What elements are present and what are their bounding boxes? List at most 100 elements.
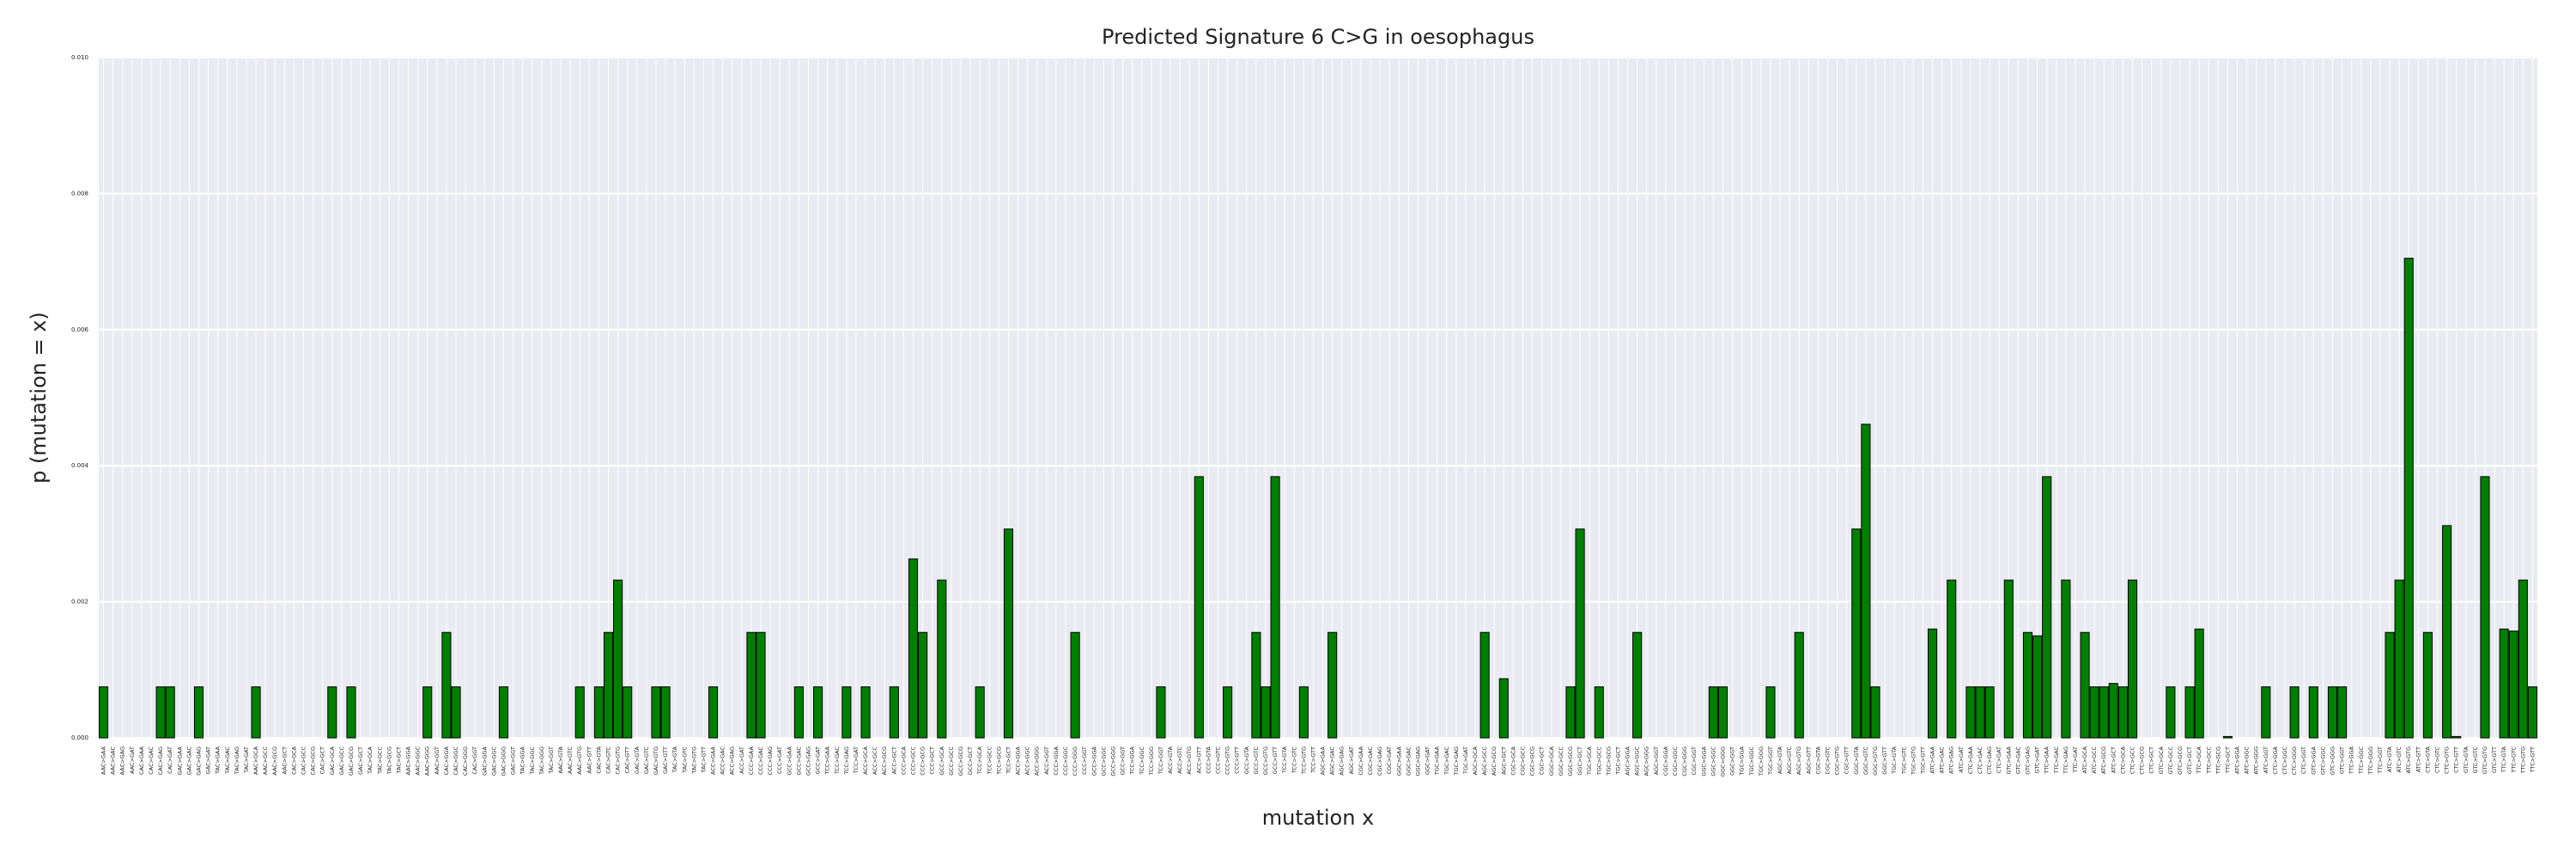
x-tick-label: AGC>GAT <box>1348 746 1355 774</box>
x-tick-label: CCC>GAG <box>767 746 774 775</box>
x-tick-label: ATC>GGA <box>2234 746 2241 774</box>
bar <box>1575 528 1585 739</box>
x-tick-label: GAC>GCA <box>329 746 336 775</box>
x-tick-label: TAC>GCA <box>367 746 374 774</box>
x-tick-label: AGC>GCA <box>1472 746 1479 775</box>
x-tick-label: CCC>GTA <box>1205 746 1212 773</box>
x-tick-label: CGC>GGC <box>1672 746 1679 777</box>
x-tick-label: GGC>GTT <box>1881 746 1888 775</box>
x-tick-label: CGC>GGG <box>1681 746 1688 777</box>
bar <box>1765 686 1776 739</box>
x-tick-label: GCC>GTT <box>1272 746 1279 774</box>
x-tick-label: GAC>GGT <box>510 746 517 775</box>
x-tick-label: ACC>GTG <box>1186 746 1193 775</box>
x-tick-label: TTC>GGA <box>2348 746 2355 775</box>
x-tick-label: GGC>GGT <box>1729 746 1736 776</box>
x-tick-label: CAC>GAG <box>157 746 164 775</box>
bar <box>603 631 614 739</box>
x-tick-label: TCC>GAC <box>834 746 841 775</box>
x-tick-label: ATC>GAC <box>1939 746 1946 774</box>
bar <box>99 686 109 739</box>
x-tick-label: TCC>GGC <box>1139 746 1145 776</box>
x-tick-label: CGC>GCC <box>1520 746 1527 776</box>
x-tick-label: TAC>GCG <box>386 746 392 775</box>
x-tick-label: AAC>GAA <box>100 746 107 775</box>
bar <box>2337 686 2348 739</box>
x-tick-label: AAC>GTC <box>567 746 574 774</box>
bar <box>1070 631 1080 739</box>
x-tick-label: CTC>GTA <box>2424 746 2431 772</box>
x-tick-label: TCC>GTA <box>1281 746 1288 773</box>
x-tick-label: TCC>GAG <box>843 746 850 776</box>
x-tick-label: TGC>GTC <box>1900 746 1907 775</box>
x-tick-label: GTC>GAC <box>2014 746 2021 775</box>
x-tick-label: ACC>GGA <box>1015 746 1022 775</box>
bar <box>2003 579 2014 739</box>
x-tick-label: TAC>GGT <box>548 746 555 775</box>
x-tick-label: CTC>GCG <box>2139 746 2146 775</box>
y-tick-label: 0.004 <box>71 462 89 469</box>
x-tick-label: TTC>GTC <box>2510 746 2517 774</box>
bar <box>1984 686 1995 739</box>
x-tick-label: ACC>GCT <box>890 746 897 774</box>
x-tick-label: TCC>GTT <box>1309 746 1316 774</box>
bar <box>2032 635 2043 739</box>
bar <box>2166 686 2176 739</box>
bar <box>1794 631 1804 739</box>
x-tick-label: CAC>GCG <box>310 746 317 775</box>
x-tick-label: GTC>GTA <box>2463 746 2470 773</box>
x-tick-label: ATC>GAA <box>1929 746 1936 773</box>
bar <box>1708 686 1718 739</box>
bar <box>2499 628 2509 739</box>
x-tick-label: GAC>GAA <box>176 746 183 775</box>
x-tick-label: CTC>GTC <box>2434 746 2441 774</box>
x-tick-label: ACC>GCG <box>881 746 888 775</box>
x-tick-label: TTC>GGT <box>2377 746 2384 774</box>
y-axis-label: p (mutation = x) <box>27 312 51 484</box>
x-tick-label: GGC>GAG <box>1414 746 1421 776</box>
x-tick-label: CCC>GCT <box>929 746 936 775</box>
x-tick-label: GCC>GCT <box>967 746 974 775</box>
x-tick-label: TGC>GTA <box>1891 746 1898 774</box>
x-tick-label: TCC>GAT <box>853 746 860 774</box>
x-tick-label: AGC>GTG <box>1795 746 1802 775</box>
x-tick-label: CGC>GCT <box>1539 746 1546 775</box>
x-tick-label: ATC>GTA <box>2386 746 2393 772</box>
x-tick-label: ACC>GAA <box>710 746 717 775</box>
x-tick-label: TAC>GGG <box>538 746 545 776</box>
x-tick-label: AGC>GGG <box>1643 746 1650 776</box>
bar <box>251 686 261 739</box>
x-tick-label: TTC>GCC <box>2205 746 2212 775</box>
x-tick-label: AAC>GTT <box>586 746 592 774</box>
x-tick-label: TTC>GAT <box>2072 746 2079 773</box>
bar <box>346 686 356 739</box>
x-tick-label: GGC>GAA <box>1395 746 1402 776</box>
x-tick-label: TAC>GTC <box>681 746 688 774</box>
bar <box>2222 735 2233 739</box>
x-tick-label: GGC>GCA <box>1548 746 1555 776</box>
x-tick-label: ACC>GGC <box>1024 746 1031 776</box>
bar <box>746 631 756 739</box>
x-tick-label: TGC>GGC <box>1748 746 1755 777</box>
x-tick-label: AGC>GAG <box>1339 746 1346 776</box>
x-tick-label: CCC>GAC <box>757 746 764 775</box>
bar <box>2042 476 2052 739</box>
x-tick-label: ATC>GCG <box>2100 746 2107 774</box>
x-tick-label: ACC>GTA <box>1167 746 1174 773</box>
x-tick-label: TAC>GTT <box>700 746 707 773</box>
x-tick-label: TTC>GAA <box>2044 746 2050 774</box>
x-tick-label: AAC>GTG <box>576 746 583 775</box>
x-tick-label: GGC>GCT <box>1577 746 1583 776</box>
x-tick-label: AGC>GTT <box>1805 746 1812 774</box>
x-tick-label: CAC>GGA <box>443 746 450 775</box>
x-tick-label: CTC>GTG <box>2444 746 2451 774</box>
x-tick-label: AGC>GGA <box>1625 746 1631 775</box>
x-tick-label: CGC>GAA <box>1358 746 1364 775</box>
bar <box>1928 628 1938 739</box>
bar <box>2451 735 2462 739</box>
bar <box>1479 631 1490 739</box>
x-tick-label: GGC>GTA <box>1853 746 1860 774</box>
bar <box>441 631 452 739</box>
x-tick-label: ATC>GCT <box>2110 746 2117 773</box>
x-tick-label: TCC>GGT <box>1157 746 1164 775</box>
